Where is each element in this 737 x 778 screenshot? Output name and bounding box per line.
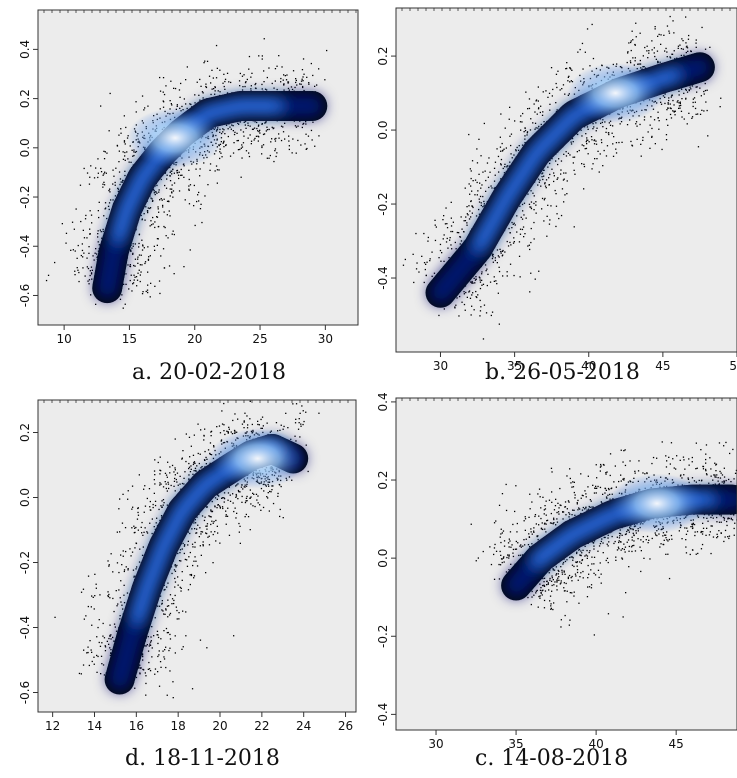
x-tick-label: 26 (338, 719, 353, 733)
x-tick-label: 20 (212, 719, 227, 733)
density-peak (567, 63, 664, 124)
x-tick-label: 18 (171, 719, 186, 733)
y-tick-label: 0.2 (376, 47, 390, 66)
y-tick-label: -0.4 (376, 266, 390, 289)
y-tick-label: 0.0 (376, 121, 390, 140)
scatter-plot-c: 30 35 40 45 -0.4 -0.2 0.0 0.2 0.4 (376, 392, 737, 751)
plot-background (38, 400, 356, 712)
y-tick-label: 0.2 (376, 470, 390, 489)
y-tick-label: -0.2 (376, 625, 390, 648)
plot-frame (395, 7, 737, 353)
x-tick-label: 25 (252, 332, 267, 346)
top-tick-marks (401, 8, 731, 11)
scatter-plot-d: 12 14 16 18 20 22 24 26 -0.6 -0.4 -0.2 0.0 0.2 (18, 399, 357, 733)
y-tick-label: -0.4 (18, 616, 32, 639)
x-tick-label: 24 (296, 719, 311, 733)
panel-caption-d: d. 18-11-2018 (125, 746, 280, 771)
plot-frame (395, 397, 737, 731)
top-tick-marks (43, 400, 349, 403)
scatter-panel-b: 30 35 40 45 50 -0.4 -0.2 0.0 0.2 b. 26-05-2018 (368, 0, 737, 390)
x-tick-label: 45 (655, 359, 670, 373)
x-tick-label: 14 (87, 719, 102, 733)
plot-background (38, 10, 358, 325)
y-tick-label: -0.6 (18, 681, 32, 704)
scatter-panel-c: 30 35 40 45 -0.4 -0.2 0.0 0.2 0.4 c. 14-08-2018 (368, 390, 737, 778)
density-cloud (402, 8, 722, 340)
y-tick-label: 0.0 (18, 488, 32, 507)
x-tick-label: 35 (507, 359, 522, 373)
density-cloud (470, 441, 737, 636)
x-tick-label: 40 (588, 737, 603, 751)
y-tick-label: 0.4 (376, 392, 390, 411)
y-tick-label: 0.0 (376, 549, 390, 568)
x-tick-label: 15 (122, 332, 137, 346)
plot-frame (37, 399, 357, 713)
x-tick-label: 30 (428, 737, 443, 751)
x-tick-label: 22 (254, 719, 269, 733)
scatter-panel-d: 12 14 16 18 20 22 24 26 -0.6 -0.4 -0.2 0.0 0.2 d. 18… (0, 390, 368, 778)
density-peak (209, 428, 306, 489)
x-tick-label: 20 (187, 332, 202, 346)
density-cloud (45, 38, 328, 309)
density-cloud (54, 400, 320, 699)
y-tick-label: -0.2 (18, 185, 32, 208)
x-tick-label: 35 (508, 737, 523, 751)
plot-background (396, 398, 737, 730)
x-tick-label: 16 (129, 719, 144, 733)
panel-caption-b: b. 26-05-2018 (485, 360, 640, 385)
y-tick-label: -0.4 (376, 703, 390, 726)
x-tick-label: 50 (729, 359, 737, 373)
top-tick-marks (401, 398, 731, 401)
density-peak (127, 107, 224, 168)
x-tick-label: 45 (669, 737, 684, 751)
scatter-plot-a: 10 15 20 25 30 -0.6 -0.4 -0.2 0.0 0.2 0.4 (18, 9, 359, 346)
scatter-panel-a: 10 15 20 25 30 -0.6 -0.4 -0.2 0.0 0.2 0.4 a. 20-02… (0, 0, 368, 390)
y-tick-label: -0.2 (18, 551, 32, 574)
density-peak (608, 473, 705, 534)
x-tick-label: 30 (433, 359, 448, 373)
x-tick-label: 30 (318, 332, 333, 346)
x-tick-label: 12 (45, 719, 60, 733)
y-tick-label: 0.0 (18, 138, 32, 157)
y-tick-label: -0.2 (376, 192, 390, 215)
y-tick-label: 0.4 (18, 40, 32, 59)
plot-frame (37, 9, 359, 326)
x-tick-label: 40 (581, 359, 596, 373)
panel-caption-a: a. 20-02-2018 (132, 360, 286, 385)
panel-caption-c: c. 14-08-2018 (475, 746, 629, 771)
x-tick-label: 10 (56, 332, 71, 346)
y-tick-label: 0.2 (18, 423, 32, 442)
y-tick-label: -0.6 (18, 284, 32, 307)
top-tick-marks (43, 10, 357, 13)
scatter-plot-b: 30 35 40 45 50 -0.4 -0.2 0.0 0.2 (376, 7, 737, 373)
y-tick-label: -0.4 (18, 235, 32, 258)
y-tick-label: 0.2 (18, 89, 32, 108)
